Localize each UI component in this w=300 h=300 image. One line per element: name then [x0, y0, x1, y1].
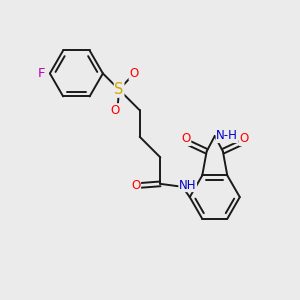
Text: S: S	[114, 82, 124, 97]
Text: F: F	[38, 67, 45, 80]
Text: O: O	[182, 132, 191, 146]
Text: N-H: N-H	[216, 130, 238, 142]
Text: O: O	[129, 67, 138, 80]
Text: O: O	[111, 104, 120, 117]
Text: O: O	[131, 179, 140, 192]
Text: O: O	[239, 132, 249, 146]
Text: NH: NH	[179, 178, 196, 191]
